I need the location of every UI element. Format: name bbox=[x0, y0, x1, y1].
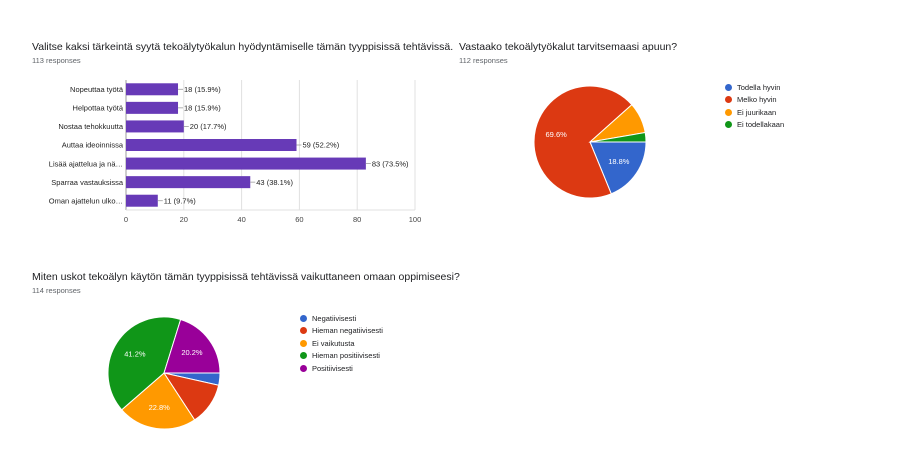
legend-color-swatch bbox=[300, 352, 307, 360]
data-label: 20 (17.7%) bbox=[190, 122, 227, 131]
pie-slice bbox=[163, 318, 221, 374]
chart1-response-count: 113 responses bbox=[32, 56, 81, 65]
category-label: Auttaa ideoinnissa bbox=[62, 141, 124, 150]
data-label: 43 (38.1%) bbox=[256, 178, 293, 187]
chart2-response-count: 112 responses bbox=[459, 56, 508, 65]
legend-color-swatch bbox=[725, 83, 732, 91]
legend-color-swatch bbox=[725, 96, 732, 104]
bar bbox=[126, 176, 251, 189]
legend-item: Hieman negatiivisesti bbox=[300, 325, 383, 338]
category-label: Helpottaa työtä bbox=[73, 104, 124, 113]
legend-item: Ei todellakaan bbox=[725, 119, 784, 132]
slice-label: 69.6% bbox=[546, 130, 568, 139]
data-label: 59 (52.2%) bbox=[303, 141, 340, 150]
chart3-title: Miten uskot tekoälyn käytön tämän tyyppi… bbox=[32, 271, 460, 283]
legend-item: Melko hyvin bbox=[725, 94, 784, 107]
slice-label: 20.2% bbox=[181, 348, 203, 357]
legend-label: Ei juurikaan bbox=[737, 107, 777, 117]
legend-item: Todella hyvin bbox=[725, 81, 784, 94]
pie-slice bbox=[589, 141, 647, 195]
pie-chart-2-legend: Negatiivisesti Hieman negatiivisesti Ei va… bbox=[300, 312, 383, 375]
x-tick-label: 40 bbox=[237, 215, 245, 224]
legend-color-swatch bbox=[300, 327, 307, 335]
bar bbox=[126, 157, 366, 170]
slice-label: 22.8% bbox=[149, 403, 171, 412]
legend-color-swatch bbox=[300, 339, 307, 347]
chart2-title: Vastaako tekoälytyökalut tarvitsemaasi a… bbox=[459, 41, 678, 53]
x-tick-label: 80 bbox=[353, 215, 361, 224]
bar bbox=[126, 139, 297, 151]
pie-slice bbox=[533, 85, 633, 199]
chart3-response-count: 114 responses bbox=[32, 286, 81, 295]
x-tick-label: 60 bbox=[295, 215, 303, 224]
data-label: 18 (15.9%) bbox=[184, 104, 221, 113]
legend-label: Positiivisesti bbox=[312, 363, 353, 373]
bar bbox=[126, 194, 158, 207]
legend-color-swatch bbox=[300, 314, 307, 322]
legend-item: Ei juurikaan bbox=[725, 106, 784, 119]
chart1-title: Valitse kaksi tärkeintä syytä tekoälytyö… bbox=[32, 41, 454, 53]
x-tick-label: 100 bbox=[409, 215, 422, 224]
legend-label: Hieman negatiivisesti bbox=[312, 326, 383, 336]
legend-label: Melko hyvin bbox=[737, 95, 777, 105]
category-label: Sparraa vastauksissa bbox=[51, 178, 124, 187]
pie-slice bbox=[121, 372, 196, 430]
legend-label: Hieman positiivisesti bbox=[312, 351, 380, 361]
legend-label: Negatiivisesti bbox=[312, 313, 357, 323]
category-label: Lisää ajattelua ja nä… bbox=[49, 159, 123, 168]
slice-label: 41.2% bbox=[124, 350, 146, 359]
x-tick-label: 0 bbox=[124, 215, 128, 224]
legend-color-swatch bbox=[300, 364, 307, 372]
legend-item: Ei vaikutusta bbox=[300, 337, 383, 350]
pie-chart-1-legend: Todella hyvin Melko hyvin Ei juurikaan Ei t… bbox=[725, 81, 784, 131]
data-label: 18 (15.9%) bbox=[184, 85, 221, 94]
category-label: Oman ajattelun ulko… bbox=[49, 196, 123, 205]
legend-color-swatch bbox=[725, 121, 732, 129]
x-tick-label: 20 bbox=[180, 215, 188, 224]
legend-label: Ei vaikutusta bbox=[312, 338, 355, 348]
data-label: 11 (9.7%) bbox=[164, 196, 196, 205]
pie-slice bbox=[589, 131, 647, 143]
legend-item: Negatiivisesti bbox=[300, 312, 383, 325]
legend-label: Ei todellakaan bbox=[737, 120, 785, 130]
category-label: Nostaa tehokkuutta bbox=[58, 122, 123, 131]
category-label: Nopeuttaa työtä bbox=[70, 85, 124, 94]
data-label: 83 (73.5%) bbox=[372, 159, 409, 168]
legend-item: Hieman positiivisesti bbox=[300, 350, 383, 363]
slice-label: 18.8% bbox=[608, 157, 630, 166]
bar bbox=[126, 101, 179, 114]
pie-slice bbox=[107, 316, 182, 411]
legend-label: Todella hyvin bbox=[737, 82, 781, 92]
bar bbox=[126, 83, 179, 96]
legend-item: Positiivisesti bbox=[300, 362, 383, 375]
bar bbox=[126, 120, 184, 133]
legend-color-swatch bbox=[725, 108, 732, 116]
